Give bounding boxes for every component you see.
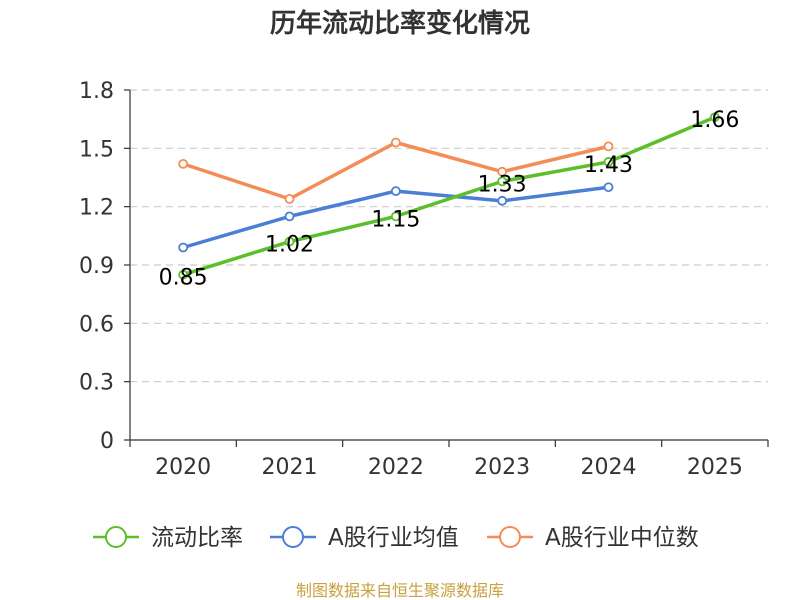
data-point[interactable]	[390, 211, 401, 222]
data-label: 1.15	[371, 207, 420, 232]
legend-label: A股行业均值	[328, 525, 459, 551]
data-labels: 0.85 1.02 1.15 1.33 1.43 1.66	[159, 108, 740, 291]
y-tick-label: 0	[100, 429, 114, 454]
data-point[interactable]	[178, 242, 189, 253]
grid-lines	[130, 89, 768, 383]
data-point[interactable]	[603, 157, 614, 167]
source-note: 制图数据来自恒生聚源数据库	[296, 581, 504, 600]
data-point[interactable]	[284, 211, 295, 222]
data-point[interactable]	[497, 166, 508, 177]
data-point[interactable]	[284, 193, 295, 204]
legend-marker	[282, 526, 304, 548]
data-label: 1.33	[478, 172, 527, 197]
data-point[interactable]	[603, 141, 614, 152]
legend-label: A股行业中位数	[545, 525, 699, 551]
series-group: 0.85 1.02 1.15 1.33 1.43 1.66	[159, 108, 740, 291]
data-label: 1.02	[265, 233, 314, 258]
series-2	[178, 137, 614, 204]
data-label: 1.43	[584, 153, 633, 178]
legend-label: 流动比率	[151, 525, 243, 551]
series-0	[178, 112, 720, 280]
legend[interactable]: 流动比率 A股行业均值 A股行业中位数	[93, 525, 699, 551]
series-1	[178, 182, 614, 253]
x-tick-label: 2023	[474, 455, 530, 480]
data-point[interactable]	[603, 182, 614, 193]
data-point[interactable]	[178, 158, 189, 169]
legend-item-0[interactable]: 流动比率	[93, 525, 243, 551]
axes	[129, 90, 769, 447]
legend-item-1[interactable]: A股行业均值	[270, 525, 459, 551]
series-line	[182, 115, 716, 277]
data-point[interactable]	[390, 137, 401, 148]
data-label: 1.66	[690, 108, 739, 133]
data-point[interactable]	[709, 112, 720, 123]
data-point[interactable]	[390, 186, 401, 197]
y-tick-label: 0.9	[79, 254, 114, 279]
y-tick-label: 1.8	[79, 79, 114, 104]
legend-marker	[499, 526, 521, 548]
y-tick-label: 1.5	[79, 137, 114, 162]
x-tick-label: 2021	[262, 455, 318, 480]
data-label: 0.85	[159, 266, 208, 291]
data-point[interactable]	[497, 195, 508, 206]
x-tick-label: 2025	[687, 455, 743, 480]
legend-item-2[interactable]: A股行业中位数	[487, 525, 699, 551]
x-tick-label: 2022	[368, 455, 424, 480]
y-tick-label: 0.6	[79, 312, 114, 337]
y-tick-label: 0.3	[79, 371, 114, 396]
x-tick-label: 2024	[581, 455, 637, 480]
legend-marker	[105, 526, 127, 548]
data-point[interactable]	[284, 236, 295, 247]
y-tick-label: 1.2	[79, 196, 114, 221]
data-point[interactable]	[497, 176, 508, 187]
data-point[interactable]	[178, 269, 189, 280]
x-axis-ticks: 2020 2021 2022 2023 2024 2025	[155, 455, 743, 480]
x-tick-label: 2020	[155, 455, 211, 480]
y-axis-ticks: 0 0.3 0.6 0.9 1.2 1.5 1.8	[79, 79, 130, 454]
chart-title: 历年流动比率变化情况	[270, 8, 530, 39]
